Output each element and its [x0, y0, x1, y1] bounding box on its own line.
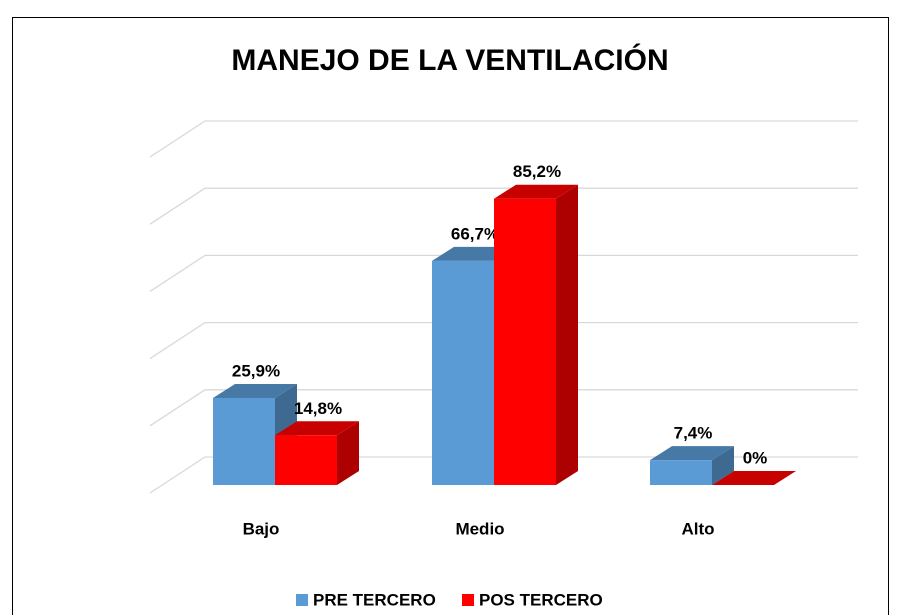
data-label: 66,7%	[451, 224, 499, 243]
bar-top	[494, 184, 578, 199]
bar	[275, 421, 359, 485]
grid-line	[149, 456, 858, 494]
data-label: 0%	[743, 448, 768, 467]
x-tick-label: Medio	[455, 519, 504, 538]
bar-top	[275, 421, 359, 436]
bar-side	[712, 446, 734, 485]
bar	[712, 471, 796, 485]
legend-swatch	[296, 594, 308, 606]
chart-title: MANEJO DE LA VENTILACIÓN	[231, 43, 668, 77]
x-tick-label: Alto	[681, 519, 714, 538]
data-label: 25,9%	[232, 361, 280, 380]
bar	[650, 446, 734, 485]
bar-front	[213, 397, 275, 485]
bar-front	[494, 198, 556, 485]
legend-label: POS TERCERO	[479, 590, 603, 609]
legend-swatch	[462, 594, 474, 606]
data-label: 85,2%	[513, 162, 561, 181]
bar-front	[650, 460, 712, 485]
bar-top	[650, 446, 734, 461]
data-label: 14,8%	[294, 399, 342, 418]
bar-side	[337, 421, 359, 485]
grid-line	[149, 120, 858, 158]
bar-front	[432, 260, 494, 485]
data-label: 7,4%	[674, 424, 713, 443]
grid-line	[149, 187, 858, 225]
legend-label: PRE TERCERO	[313, 590, 436, 609]
bar-front	[275, 435, 337, 485]
grid-line	[149, 321, 858, 360]
bar-side	[556, 184, 578, 485]
bar-top	[213, 383, 297, 398]
bar-top	[712, 471, 796, 485]
x-tick-label: Bajo	[243, 519, 280, 538]
grid-line	[149, 254, 858, 292]
bar	[494, 184, 578, 485]
grid-line	[149, 389, 858, 427]
